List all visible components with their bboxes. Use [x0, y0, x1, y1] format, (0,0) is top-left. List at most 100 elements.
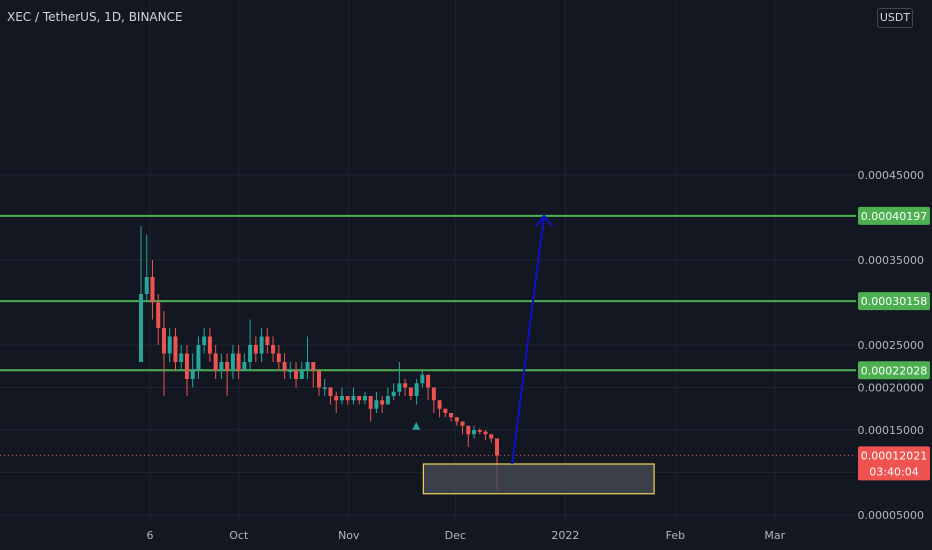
candle-body	[477, 430, 482, 432]
time-axis[interactable]: 6 Oct Nov Dec 2022 Feb Mar	[147, 529, 786, 542]
price-tick-label: 0.00045000	[858, 169, 924, 182]
candle-body	[139, 294, 143, 362]
candle-body	[213, 353, 218, 371]
candle-body	[311, 362, 316, 371]
candle-body	[431, 387, 436, 401]
target-zone-rect[interactable]	[422, 463, 655, 495]
currency-button[interactable]: USDT	[877, 8, 913, 28]
candle-body	[397, 383, 402, 392]
time-tick-label: 2022	[551, 529, 579, 542]
level-price-label: 0.00022028	[861, 364, 927, 377]
price-tick-label: 0.00005000	[858, 509, 924, 522]
level-price-tag	[858, 206, 930, 225]
last-price-tag	[858, 446, 930, 481]
horizontal-levels[interactable]	[0, 214, 856, 456]
candle-body	[328, 387, 333, 396]
candle-body	[184, 353, 189, 379]
candle-body	[391, 391, 396, 396]
candle-body	[351, 396, 356, 401]
time-tick-label: Feb	[666, 529, 685, 542]
candle-body	[225, 362, 230, 371]
candle-body	[294, 370, 299, 379]
level-price-label: 0.00030158	[861, 295, 927, 308]
candle-body	[317, 370, 321, 388]
candle-body	[495, 438, 499, 456]
candle-body	[167, 336, 172, 354]
countdown-label: 03:40:04	[869, 465, 918, 478]
price-tick-label: 0.00035000	[858, 254, 924, 267]
candle-body	[173, 336, 178, 362]
level-price-tag	[858, 292, 930, 311]
candle-body	[374, 400, 379, 409]
candle-body	[489, 434, 494, 439]
candle-body	[414, 383, 419, 396]
candle-body	[299, 370, 304, 379]
candle-body	[236, 353, 241, 371]
candle-body	[190, 370, 195, 379]
candle-body	[454, 417, 459, 422]
symbol-header: XEC / TetherUS, 1D, BINANCE	[7, 10, 183, 24]
candle-body	[472, 430, 477, 435]
level-price-tag	[858, 361, 930, 380]
candle-body	[334, 396, 339, 401]
candle-body	[265, 336, 270, 345]
candle-body	[230, 353, 235, 371]
candle-body	[345, 396, 350, 401]
candle-body	[196, 345, 201, 371]
candle-body	[408, 387, 413, 396]
projection-arrow[interactable]	[511, 214, 553, 465]
candle-body	[368, 396, 373, 409]
time-tick-label: 6	[147, 529, 154, 542]
candle-body	[466, 425, 471, 435]
price-tick-label: 0.00015000	[858, 424, 924, 437]
candle-body	[460, 421, 465, 426]
candle-body	[426, 374, 431, 388]
candle-body	[362, 396, 367, 401]
candle-body	[253, 345, 258, 354]
time-tick-label: Nov	[338, 529, 360, 542]
candle-body	[179, 353, 184, 362]
time-tick-label: Dec	[445, 529, 466, 542]
candle-body	[144, 277, 149, 294]
candle-series	[139, 226, 499, 490]
candle-body	[420, 374, 425, 384]
arrow-line[interactable]	[511, 215, 546, 465]
level-price-label: 0.00040197	[861, 210, 927, 223]
last-price-label: 0.00012021	[861, 449, 927, 462]
candle-body	[202, 336, 207, 345]
chart-grid	[0, 0, 856, 520]
time-tick-label: Mar	[764, 529, 785, 542]
candle-body	[276, 353, 281, 362]
candle-body	[150, 277, 155, 303]
candle-body	[437, 400, 442, 409]
candle-body	[288, 370, 293, 372]
candle-body	[242, 362, 247, 371]
candle-body	[449, 413, 454, 418]
candle-body	[207, 336, 212, 354]
candle-body	[403, 383, 408, 388]
price-tick-label: 0.00020000	[858, 382, 924, 395]
target-zone[interactable]	[422, 463, 655, 495]
candle-body	[282, 362, 287, 371]
candle-body	[385, 396, 390, 405]
candle-body	[357, 396, 362, 401]
candle-body	[156, 302, 161, 328]
candle-body	[259, 336, 264, 354]
arrow-head-icon	[535, 214, 553, 227]
price-axis[interactable]: 0.00045000 0.00035000 0.00025000 0.00020000…	[858, 169, 924, 522]
candle-body	[305, 362, 310, 371]
candle-body	[219, 362, 224, 371]
candle-body	[248, 345, 253, 362]
candle-body	[322, 387, 327, 389]
price-axis-tags: 0.00040197 0.00030158 0.00022028 0.00012021…	[858, 206, 930, 481]
candle-body	[339, 396, 344, 401]
candle-body	[380, 400, 385, 405]
candle-body	[161, 328, 166, 354]
time-tick-label: Oct	[229, 529, 249, 542]
price-tick-label: 0.00025000	[858, 339, 924, 352]
candle-body	[483, 431, 488, 435]
candle-body	[443, 408, 448, 413]
signal-triangle-icon	[412, 421, 421, 430]
candle-body	[271, 345, 276, 354]
